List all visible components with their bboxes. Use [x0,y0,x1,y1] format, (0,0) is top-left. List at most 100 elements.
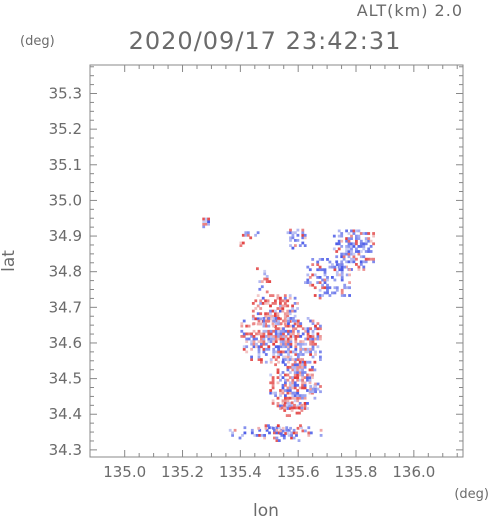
echo-cell [231,431,234,435]
echo-cell [304,350,308,354]
echo-cell [298,365,302,369]
echo-cell [301,376,304,379]
echo-cell [243,431,247,435]
echo-cell [314,390,317,394]
echo-cell [367,257,371,261]
echo-cell [295,406,299,410]
echo-cell [259,312,263,316]
echo-cell [274,299,277,303]
echo-cell [316,332,320,336]
echo-cell [288,402,292,405]
echo-cell [264,347,268,351]
echo-cell [335,286,339,290]
echo-cell [277,360,280,364]
echo-cell [295,431,298,435]
echo-cell [352,257,356,261]
echo-cell [311,258,315,261]
echo-cell [242,332,246,336]
echo-cell [267,424,270,428]
echo-cell [362,260,366,264]
echo-cell [294,239,297,242]
echo-cell [314,385,317,388]
echo-cell [264,322,267,326]
echo-cell [340,270,344,274]
echo-cell [250,428,254,432]
echo-cell [259,322,263,326]
echo-cell [333,286,337,290]
echo-cell [282,327,285,331]
echo-cell [282,358,285,361]
echo-cell [279,317,282,321]
echo-cell [343,286,347,290]
echo-cell [286,304,290,308]
echo-cell [271,302,275,305]
echo-cell [301,365,304,369]
echo-cell [304,342,308,346]
echo-cell [301,347,305,351]
echo-cell [293,309,297,313]
echo-cell [289,239,292,242]
echo-cell [279,337,283,341]
echo-cell [283,406,287,410]
echo-cell [240,322,244,325]
echo-cell [350,250,353,253]
echo-cell [294,345,298,349]
echo-cell [281,307,285,310]
echo-cell [259,307,263,310]
echo-cell [340,263,344,266]
echo-cell [300,409,304,412]
echo-cell [274,363,277,367]
y-tick-label: 34.9 [49,227,82,245]
echo-cell [335,242,339,246]
echo-cell [367,250,371,253]
echo-cell [304,429,307,433]
y-tick-label: 34.8 [49,263,82,281]
echo-cell [264,319,268,323]
echo-cell [245,337,249,341]
echo-cell [338,268,342,272]
echo-cell [369,245,373,248]
echo-cell [311,273,315,277]
echo-cell [269,332,273,336]
echo-cell [308,376,312,379]
echo-cell [304,337,308,341]
echo-cell [281,389,285,392]
echo-cell [255,337,258,341]
echo-cell [277,431,281,435]
echo-cell [316,382,320,386]
echo-cell [303,404,307,408]
echo-cell [269,304,272,308]
echo-cell [298,406,301,410]
echo-cell [309,385,313,388]
echo-cell [256,294,260,297]
echo-cell [283,314,287,318]
echo-cell [328,286,332,290]
echo-cell [335,270,339,274]
echo-cell [289,426,292,430]
echo-cell [286,231,290,235]
echo-cell [256,322,260,326]
echo-cell [264,360,268,364]
echo-cell [272,337,276,341]
echo-cell [362,245,366,248]
echo-cell [292,317,295,320]
echo-cell [340,255,344,259]
echo-cell [258,434,262,437]
echo-cell [282,335,285,338]
echo-cell [281,391,285,395]
echo-cell [291,231,295,235]
echo-cell [263,272,267,276]
echo-cell [296,329,300,333]
echo-cell [289,228,292,232]
echo-cell [275,436,279,440]
echo-cell [343,265,347,269]
echo-cell [340,260,344,264]
echo-cell [311,340,315,343]
echo-cell [299,350,303,354]
echo-cell [347,252,351,256]
echo-cell [284,402,287,405]
y-axis-title: lat [0,250,19,272]
y-tick-label: 35.2 [49,120,82,138]
echo-cell [284,337,288,341]
echo-cell [286,299,290,303]
